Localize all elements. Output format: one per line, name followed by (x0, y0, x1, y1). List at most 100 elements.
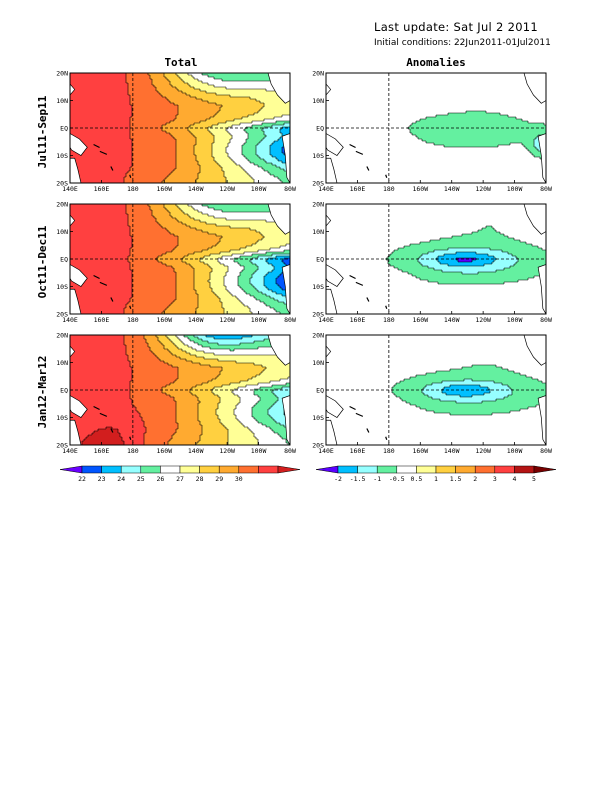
lon-tick-label: 80W (540, 447, 552, 455)
colorbar-label: 28 (196, 475, 204, 483)
colorbar-label: 5 (532, 475, 536, 483)
lon-tick-label: 100W (507, 185, 523, 193)
colorbar-swatch (514, 465, 535, 474)
colorbar-label: 22 (78, 475, 86, 483)
lon-tick-label: 160E (350, 185, 366, 193)
lon-tick-label: 120W (219, 185, 235, 193)
australia-land (326, 157, 338, 183)
colorbar-label: 1 (434, 475, 438, 483)
lon-tick-label: 160W (156, 447, 172, 455)
colorbar-swatch (337, 465, 358, 474)
lat-tick-label: EQ (316, 256, 324, 264)
new-guinea-land (326, 133, 344, 156)
lat-tick-label: 10N (56, 228, 68, 236)
lon-tick-label: 80W (284, 185, 296, 193)
lat-tick-label: 20N (56, 332, 68, 340)
colorbar-swatch (258, 465, 279, 474)
row-label-3: Jan12-Mar12 (36, 356, 49, 429)
lon-tick-label: 160E (94, 447, 110, 455)
australia-land (326, 288, 338, 314)
last-update-text: Last update: Sat Jul 2 2011 (374, 20, 539, 34)
total-panel-2-field (70, 204, 290, 314)
lat-tick-label: 20N (312, 201, 324, 209)
colorbar-swatch (376, 465, 398, 474)
lon-tick-label: 140W (444, 447, 460, 455)
lat-tick-label: 20S (56, 311, 68, 319)
south-america-land (281, 133, 290, 183)
colorbar-label: 25 (137, 475, 145, 483)
total-panel-3: 140E 160E 180 160W 140W 120W 100W 80W 20N 10N EQ 10… (56, 332, 296, 456)
lat-tick-label: 10N (312, 228, 324, 236)
total-colorbar: 22 23 24 25 26 27 28 29 30 (59, 465, 301, 483)
pacific-islands (349, 274, 388, 309)
map-panels: 140E 160E 180 160W 140W 120W 100W 80W 20N 10N EQ 10… (56, 70, 552, 456)
pacific-islands (93, 143, 132, 178)
colorbar-swatch (396, 465, 417, 474)
lat-tick-label: 20S (56, 180, 68, 188)
lon-tick-label: 140W (188, 316, 204, 324)
lon-tick-label: 80W (540, 316, 552, 324)
anomaly-panel-1-field (326, 73, 546, 183)
lat-tick-label: 10S (56, 283, 68, 291)
anomaly-panel-2-field (326, 204, 546, 314)
lon-tick-label: 160E (350, 316, 366, 324)
lon-tick-label: 160W (156, 316, 172, 324)
lon-tick-label: 140E (62, 185, 78, 193)
lon-tick-label: 120W (475, 447, 491, 455)
lon-tick-label: 180 (383, 185, 395, 193)
colorbar-label: 29 (215, 475, 223, 483)
anomaly-colorbar: -2 -1.5 -1 -0.5 0.5 1 1.5 2 3 4 5 (315, 465, 557, 483)
lat-tick-label: 20N (56, 70, 68, 78)
australia-land (70, 288, 82, 314)
lon-tick-label: 160W (412, 447, 428, 455)
colorbar-low-arrow (315, 465, 339, 474)
total-panel-3-contours (81, 335, 290, 445)
lon-tick-label: 160E (94, 316, 110, 324)
south-america-land (537, 395, 546, 445)
anomaly-panel-2: 140E 160E 180 160W 140W 120W 100W 80W 20N 10N EQ 10… (312, 201, 552, 325)
lon-tick-label: 120W (475, 316, 491, 324)
lon-tick-label: 80W (284, 447, 296, 455)
australia-land (70, 419, 82, 445)
colorbar-swatch (238, 465, 259, 474)
lon-tick-label: 160E (94, 185, 110, 193)
lon-tick-label: 120W (219, 316, 235, 324)
colorbar-label: -1 (373, 475, 381, 483)
colorbar-swatch (494, 465, 515, 474)
colorbar-label: -0.5 (389, 475, 405, 483)
lon-tick-label: 140W (188, 185, 204, 193)
colorbar-label: 2 (473, 475, 477, 483)
colorbar-label: -1.5 (350, 475, 366, 483)
lon-tick-label: 80W (540, 185, 552, 193)
lon-tick-label: 100W (251, 316, 267, 324)
colorbar-high-arrow (533, 465, 557, 474)
philippine-sea-islands (326, 83, 332, 96)
colorbar-label: 24 (117, 475, 125, 483)
lon-tick-label: 160E (350, 447, 366, 455)
colorbar-label: 1.5 (450, 475, 462, 483)
anomaly-panel-1: 140E 160E 180 160W 140W 120W 100W 80W 20N 10N EQ 10… (312, 70, 552, 194)
lat-tick-label: 20S (312, 442, 324, 450)
lat-tick-label: 10S (312, 414, 324, 422)
colorbar-low-arrow (59, 465, 83, 474)
colorbar-label: 3 (493, 475, 497, 483)
lon-tick-label: 180 (127, 447, 139, 455)
south-america-land (281, 395, 290, 445)
total-panel-1: 140E 160E 180 160W 140W 120W 100W 80W 20N 10N EQ 10… (56, 70, 296, 194)
australia-land (70, 157, 82, 183)
pacific-islands (93, 405, 132, 440)
colorbar-label: 30 (235, 475, 243, 483)
new-guinea-land (70, 395, 88, 418)
lat-tick-label: 20N (312, 332, 324, 340)
total-panel-1-field (70, 73, 290, 183)
total-panel-2: 140E 160E 180 160W 140W 120W 100W 80W 20N 10N EQ 10… (56, 201, 296, 325)
lon-tick-label: 100W (507, 316, 523, 324)
colorbar-swatch (120, 465, 142, 474)
colorbar-swatch (435, 465, 456, 474)
lon-tick-label: 80W (284, 316, 296, 324)
row-label-2: Oct11-Dec11 (36, 225, 49, 298)
row-label-1: Jul11-Sep11 (36, 95, 49, 168)
lon-tick-label: 140E (62, 316, 78, 324)
column-title-total: Total (164, 56, 197, 69)
colorbar-swatch (474, 465, 496, 474)
